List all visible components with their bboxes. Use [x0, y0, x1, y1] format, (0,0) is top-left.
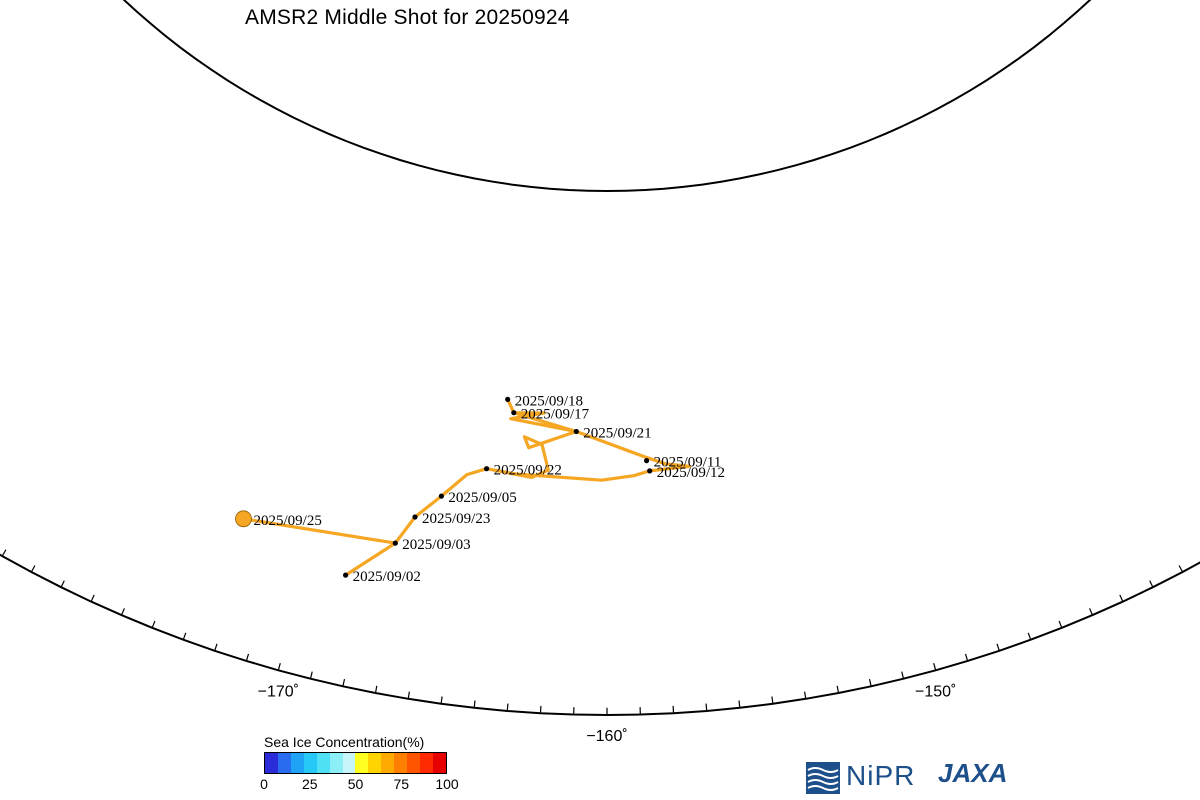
tick	[473, 700, 476, 708]
track-point	[511, 410, 517, 416]
track-date-label: 2025/09/18	[515, 393, 583, 409]
tick	[933, 663, 937, 671]
legend-swatch	[342, 753, 356, 773]
tick	[1089, 608, 1094, 616]
legend-title: Sea Ice Concentration(%)	[264, 734, 425, 750]
jaxa-logo-text: JAXA	[938, 758, 1008, 788]
track-date-label: 2025/09/17	[521, 407, 590, 423]
tick	[506, 703, 509, 712]
tick	[996, 643, 1000, 651]
tick	[771, 696, 774, 704]
tick	[1027, 632, 1032, 640]
legend-tick-label: 100	[435, 776, 459, 792]
map-frame	[0, 0, 1200, 717]
tick	[120, 608, 125, 616]
legend-swatch	[381, 753, 395, 773]
page-title: AMSR2 Middle Shot for 20250924	[245, 6, 570, 29]
track-date-label: 2025/09/11	[654, 455, 722, 471]
tick	[277, 663, 281, 671]
tick	[738, 700, 741, 708]
tick	[868, 678, 872, 687]
tick	[214, 643, 218, 651]
legend-colorbar	[264, 752, 447, 774]
track-date-label: 2025/09/05	[448, 490, 516, 506]
legend-swatch	[420, 753, 433, 773]
tick	[1119, 594, 1124, 602]
tick	[1058, 620, 1063, 629]
tick	[342, 678, 346, 687]
track-date-label: 2025/09/25	[254, 513, 322, 529]
tick	[804, 691, 807, 699]
legend-tick-label: 75	[393, 776, 410, 792]
legend-swatch	[303, 753, 317, 773]
tick	[1149, 580, 1154, 588]
track-point	[412, 514, 418, 520]
track-point	[343, 572, 349, 578]
tick	[245, 653, 250, 662]
track-point	[392, 540, 398, 546]
legend-swatch	[407, 753, 421, 773]
track-point	[573, 428, 579, 435]
tick	[836, 685, 840, 694]
track-date-label: 2025/09/03	[402, 537, 470, 553]
tick	[30, 565, 36, 573]
track-point	[647, 468, 653, 474]
legend-ticks: 0 25 50 75 100	[260, 776, 459, 794]
track-line	[241, 397, 692, 577]
ocean-fill	[0, 0, 1200, 715]
track-date-label: 2025/09/21	[583, 426, 651, 442]
nipr-logo-text: NiPR	[846, 760, 916, 791]
tick	[1178, 565, 1184, 573]
track-point	[644, 458, 650, 464]
legend-swatch	[265, 753, 278, 773]
legend-swatch	[368, 753, 382, 773]
tick	[60, 580, 65, 588]
jaxa-logo: JAXA	[930, 758, 1007, 798]
lon-label: −150˚	[915, 683, 956, 700]
tick	[1, 549, 7, 557]
tick	[407, 691, 410, 699]
legend-swatch	[277, 753, 291, 773]
legend-tick-label: 0	[260, 776, 268, 792]
legend-tick-label: 50	[347, 776, 364, 792]
current-position-marker	[235, 510, 252, 528]
track-point	[484, 466, 490, 472]
legend-tick-label: 25	[301, 776, 318, 792]
track-date-label: 2025/09/22	[494, 463, 562, 479]
track-date-label: 2025/09/23	[422, 511, 490, 527]
tick	[901, 671, 905, 679]
legend-swatch	[329, 753, 343, 773]
lon-label: −160˚	[586, 728, 627, 745]
axis-labels: 85˚80˚75˚70˚65˚60˚−170˚−160˚−150˚−140˚16…	[258, 683, 957, 745]
nipr-logo: NiPR	[806, 760, 926, 796]
legend-swatch	[290, 753, 304, 773]
frame-ticks	[1, 549, 1184, 715]
tick	[151, 620, 156, 629]
legend-swatch	[394, 753, 408, 773]
legend-swatch	[355, 753, 369, 773]
lon-label: −170˚	[258, 683, 299, 700]
tick	[374, 685, 378, 694]
ship-track: 2025/09/02 2025/09/03 2025/09/05 2025/09/11…	[235, 393, 725, 585]
tick	[90, 594, 95, 602]
track-date-label: 2025/09/02	[353, 569, 421, 585]
legend-swatch	[432, 753, 446, 773]
nipr-mark-icon	[806, 762, 840, 794]
tick	[705, 703, 708, 712]
track-point	[438, 493, 444, 499]
tick	[964, 653, 969, 662]
tick	[182, 632, 187, 640]
track-point	[505, 396, 511, 402]
track-date-label: 2025/09/12	[657, 465, 725, 481]
tick	[440, 696, 443, 704]
legend-swatch	[316, 753, 330, 773]
tick	[309, 671, 313, 679]
